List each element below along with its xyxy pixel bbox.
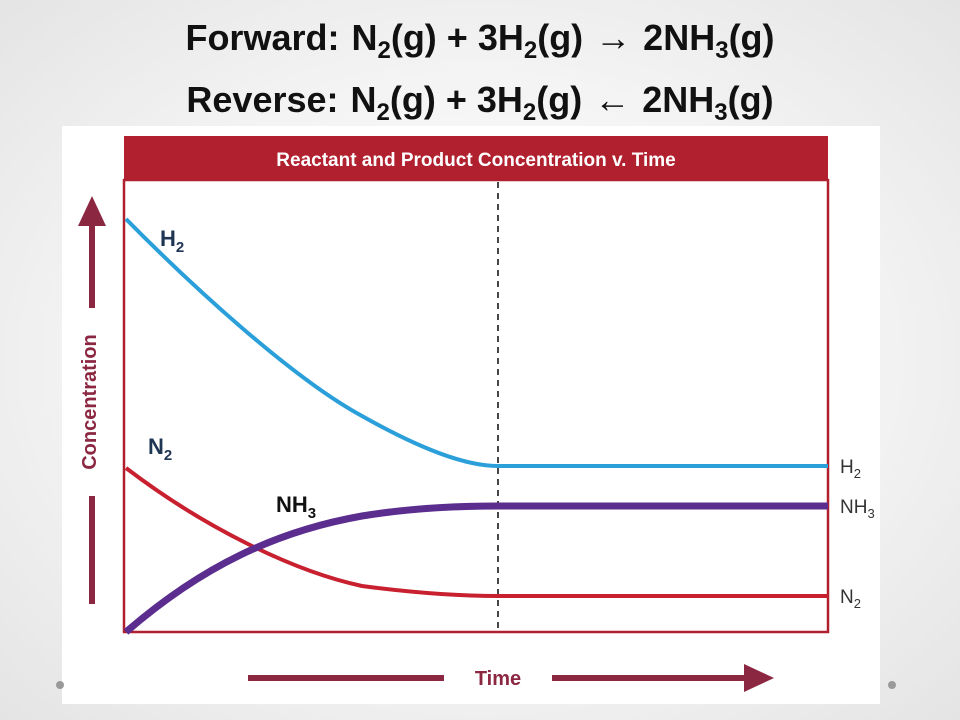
forward-label: Forward: [185,17,340,58]
chart-title: Reactant and Product Concentration v. Ti… [276,150,675,171]
series-label-nh3: NH3 [276,492,316,522]
series-label-n2: N2 [148,434,172,464]
end-label-nh3: NH3 [840,497,875,521]
x-axis-arrow-icon [248,664,774,692]
forward-arrow-icon: → [595,17,632,58]
end-label-n2: N2 [840,587,861,611]
y-axis-label: Concentration [79,334,101,470]
y-axis-arrow-icon [78,196,106,604]
series-line-nh3 [123,502,828,635]
x-axis-label: Time [475,668,521,690]
title-bar [124,136,828,180]
slide-dot-right [888,681,896,689]
end-label-h2: H2 [840,457,861,481]
forward-equation: Forward: N2(g) + 3H2(g) → 2NH3(g) [185,17,775,64]
reverse-equation: Reverse: N2(g) + 3H2(g) ← 2NH3(g) [186,79,774,126]
reverse-label: Reverse: [186,79,339,120]
series-line-h2 [124,217,828,468]
chart-svg: Reactant and Product Concentration v. Ti… [78,136,875,692]
slide-dot-left [56,681,64,689]
reverse-arrow-icon: ← [594,79,631,120]
plot-frame [122,178,830,634]
concentration-chart: Reactant and Product Concentration v. Ti… [62,126,880,704]
series-label-h2: H2 [160,226,184,256]
series-line-n2 [124,466,828,598]
